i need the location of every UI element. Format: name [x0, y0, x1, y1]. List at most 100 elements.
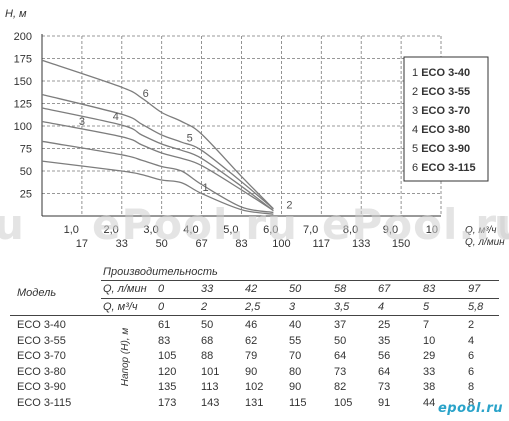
curve-group [41, 59, 274, 215]
performance-table: Производительность Модель Q, л/мин Q, м³… [0, 266, 509, 421]
table-cell-head: 56 [378, 350, 391, 362]
x-tick-label-m3h: 10 [426, 224, 438, 236]
curve-line [41, 59, 274, 210]
x-tick-label-lmin: 17 [76, 238, 88, 250]
q-lmin-value: 0 [158, 283, 165, 295]
q-m3h-value: 5,8 [468, 301, 484, 313]
legend-entry-label: ECO 3-115 [421, 162, 475, 174]
table-cell-head: 62 [245, 334, 258, 347]
table-cell-head: 73 [378, 381, 391, 393]
table-cell-head: 90 [289, 381, 302, 393]
legend-entry-label: ECO 3-90 [421, 143, 470, 155]
table-row-model: ECO 3-40 [17, 319, 66, 331]
table-cell-head: 135 [158, 381, 177, 393]
table-cell-head: 8 [468, 396, 475, 409]
table-row-model: ECO 3-55 [17, 334, 66, 347]
chart-legend: 1 ECO 3-402 ECO 3-553 ECO 3-704 ECO 3-80… [403, 56, 489, 182]
x-tick-label-m3h: 7,0 [303, 224, 318, 236]
legend-entry-number: 6 [412, 162, 421, 174]
legend-entry: 1 ECO 3-40 [412, 67, 470, 79]
y-tick-label: 75 [20, 144, 32, 156]
table-cell-head: 83 [158, 334, 171, 347]
table-cell-head: 8 [468, 381, 475, 393]
table-cell-head: 80 [289, 365, 302, 378]
table-cell-head: 101 [201, 365, 220, 378]
table-cell-head: 37 [334, 319, 347, 331]
y-tick-label: 125 [14, 99, 32, 111]
y-tick-label: 100 [14, 121, 32, 133]
x-tick-label-lmin: 117 [313, 238, 331, 250]
legend-entry-number: 5 [412, 143, 421, 155]
table-cell-head: 50 [201, 319, 214, 331]
table-divider [101, 298, 499, 299]
x-unit-m3h: Q, м³/ч [465, 225, 496, 236]
legend-entry-number: 4 [412, 124, 421, 136]
legend-entry: 2 ECO 3-55 [412, 86, 470, 98]
table-cell-head: 120 [158, 365, 177, 378]
x-tick-label-lmin: 133 [352, 238, 370, 250]
table-cell-head: 91 [378, 396, 391, 409]
table-cell-head: 61 [158, 319, 171, 331]
legend-entry: 5 ECO 3-90 [412, 143, 470, 155]
q-m3h-value: 4 [378, 301, 385, 313]
legend-entry-label: ECO 3-80 [421, 124, 470, 136]
q-m3h-value: 3,5 [334, 301, 350, 313]
table-cell-head: 2 [468, 319, 475, 331]
curve-label-group: 1 2 3 4 5 6 [79, 88, 293, 211]
table-row-model: ECO 3-115 [17, 396, 72, 409]
model-header: Модель [17, 287, 57, 299]
table-cell-head: 6 [468, 365, 475, 378]
curve-line [41, 140, 274, 214]
performance-title: Производительность [103, 266, 218, 278]
table-cell-head: 70 [289, 350, 302, 362]
x-unit-lmin: Q, л/мин [465, 237, 505, 248]
table-divider [101, 280, 499, 281]
q-lmin-value: 50 [289, 283, 302, 295]
q-m3h-value: 2,5 [245, 301, 261, 313]
curve-number-label: 5 [187, 132, 193, 144]
y-tick-label: 200 [14, 31, 32, 43]
table-cell-head: 25 [378, 319, 391, 331]
curve-number-label: 1 [203, 182, 209, 194]
q-lmin-value: 33 [201, 283, 214, 295]
table-cell-head: 173 [158, 396, 177, 409]
y-tick-label: 175 [14, 54, 32, 66]
table-cell-head: 33 [423, 365, 436, 378]
table-divider [10, 315, 499, 316]
table-cell-head: 40 [289, 319, 302, 331]
table-cell-head: 38 [423, 381, 436, 393]
legend-entry-label: ECO 3-55 [421, 86, 470, 98]
x-tick-label-lmin: 33 [116, 238, 128, 250]
table-cell-head: 73 [334, 365, 347, 378]
x-tick-label-lmin: 150 [392, 238, 410, 250]
y-tick-label: 150 [14, 76, 32, 88]
x-tick-label-m3h: 4,0 [183, 224, 198, 236]
table-cell-head: 102 [245, 381, 264, 393]
table-row-model: ECO 3-70 [17, 350, 66, 362]
q-lmin-value: 97 [468, 283, 481, 295]
y-axis-label: H, м [5, 8, 27, 20]
x-tick-label-lmin: 100 [272, 238, 290, 250]
table-cell-head: 88 [201, 350, 214, 362]
table-cell-head: 35 [378, 334, 391, 347]
curve-line [41, 160, 274, 215]
q-lmin-label: Q, л/мин [103, 283, 147, 295]
x-tick-label-m3h: 8,0 [343, 224, 358, 236]
curve-line [41, 93, 274, 210]
table-cell-head: 46 [245, 319, 258, 331]
q-m3h-value: 3 [289, 301, 296, 313]
table-cell-head: 64 [334, 350, 347, 362]
table-cell-head: 29 [423, 350, 436, 362]
curve-number-label: 2 [286, 199, 292, 211]
legend-entry-number: 1 [412, 67, 421, 79]
q-m3h-value: 0 [158, 301, 165, 313]
table-cell-head: 44 [423, 396, 436, 409]
q-m3h-value: 5 [423, 301, 430, 313]
q-lmin-value: 58 [334, 283, 347, 295]
x-tick-label-m3h: 3,0 [143, 224, 158, 236]
table-row-model: ECO 3-90 [17, 381, 66, 393]
table-cell-head: 55 [289, 334, 302, 347]
q-lmin-value: 83 [423, 283, 436, 295]
table-row-model: ECO 3-80 [17, 365, 66, 378]
q-lmin-value: 67 [378, 283, 391, 295]
